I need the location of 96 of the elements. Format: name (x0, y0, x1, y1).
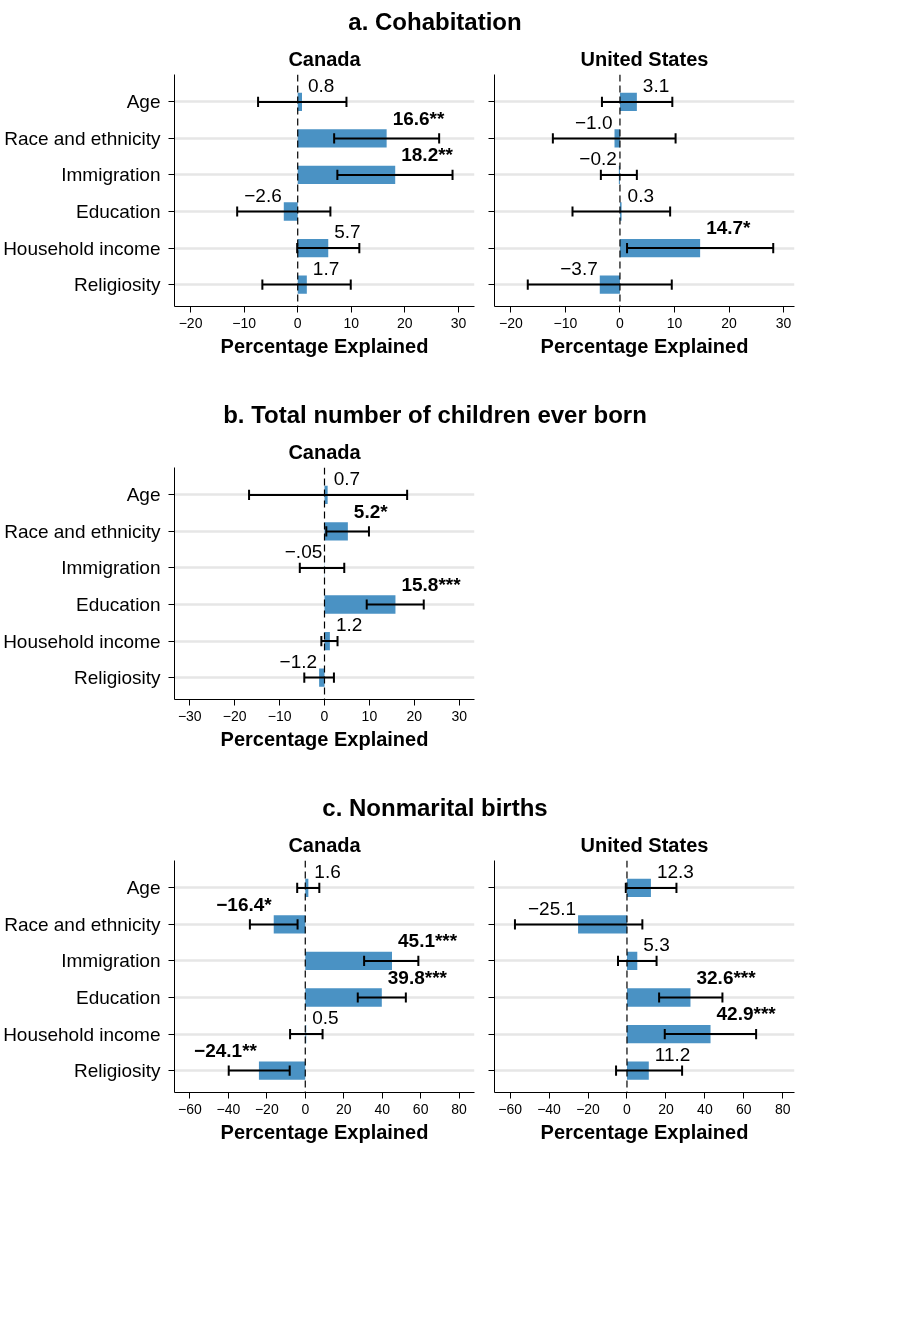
y-tick-label: Education (75, 594, 161, 616)
data-label: 14.7* (706, 217, 752, 239)
data-label: −3.7 (560, 257, 598, 279)
chart-subtitle: Canada (288, 440, 362, 463)
data-label: 5.7 (334, 221, 361, 243)
data-label: −.05 (284, 541, 323, 563)
y-tick-label: Immigration (61, 164, 161, 186)
y-tick-label: Immigration (61, 950, 161, 972)
x-tick-label: −60 (498, 1100, 523, 1117)
y-tick-label: Race and ethnicity (4, 913, 161, 935)
data-label: 5.2* (353, 500, 389, 522)
chart-title: b. Total number of children ever born (223, 400, 647, 430)
y-tick-label: Household income (3, 1023, 161, 1045)
x-tick-label: −20 (254, 1100, 279, 1117)
data-label: 0.7 (333, 468, 361, 490)
x-tick-label: 40 (374, 1100, 391, 1117)
x-tick-label: −10 (232, 314, 257, 331)
x-tick-label: 20 (658, 1100, 674, 1117)
data-label: 0.8 (308, 75, 335, 97)
data-label: 15.8*** (401, 573, 462, 595)
x-tick-label: −40 (216, 1100, 241, 1117)
data-label: 5.3 (643, 934, 670, 956)
x-tick-label: 10 (361, 707, 378, 724)
x-tick-label: 20 (721, 314, 738, 331)
x-tick-label: −20 (222, 707, 247, 724)
x-tick-label: 0 (293, 314, 302, 331)
data-label: −1.2 (279, 650, 318, 672)
x-tick-label: 80 (451, 1100, 468, 1117)
y-tick-label: Religiosity (73, 274, 161, 296)
x-tick-label: 60 (412, 1100, 429, 1117)
x-tick-label: −20 (576, 1100, 601, 1117)
y-tick-label: Religiosity (73, 1060, 161, 1082)
x-tick-label: 0 (623, 1100, 632, 1117)
data-label: 42.9*** (716, 1003, 777, 1025)
x-tick-label: 10 (343, 314, 360, 331)
data-label: 0.5 (312, 1007, 339, 1029)
data-label: 16.6** (392, 107, 446, 129)
x-tick-label: 30 (775, 314, 792, 331)
data-label: −25.1 (528, 897, 577, 919)
x-tick-label: 40 (697, 1100, 713, 1117)
data-label: 32.6*** (696, 966, 757, 988)
x-tick-label: 20 (335, 1100, 352, 1117)
y-tick-label: Race and ethnicity (4, 127, 161, 149)
chart-subtitle: Canada (288, 47, 362, 70)
chart-title: c. Nonmarital births (322, 793, 548, 823)
data-label: 39.8*** (387, 966, 448, 988)
x-tick-label: 20 (406, 707, 423, 724)
y-tick-label: Age (126, 877, 161, 899)
x-axis-title: Percentage Explained (540, 334, 749, 357)
chart-subtitle: United States (580, 47, 709, 70)
data-label: −16.4* (216, 893, 273, 915)
y-tick-label: Household income (3, 630, 161, 652)
x-tick-label: −10 (267, 707, 292, 724)
x-axis-title: Percentage Explained (220, 1120, 429, 1143)
data-label: 0.3 (627, 184, 655, 206)
y-tick-label: Education (75, 201, 161, 223)
x-tick-label: −10 (553, 314, 578, 331)
chart-subtitle: United States (580, 833, 709, 856)
x-tick-label: 30 (450, 314, 467, 331)
data-label: 1.7 (312, 257, 340, 279)
x-tick-label: 10 (666, 314, 683, 331)
y-tick-label: Immigration (61, 557, 161, 579)
data-label: −24.1** (194, 1039, 258, 1061)
data-label: 1.2 (335, 614, 363, 636)
data-label: 12.3 (656, 861, 694, 883)
x-tick-label: 0 (301, 1100, 310, 1117)
x-tick-label: 0 (320, 707, 329, 724)
data-label: 11.2 (654, 1043, 691, 1065)
x-tick-label: −20 (178, 314, 203, 331)
x-axis-title: Percentage Explained (540, 1120, 749, 1143)
y-tick-label: Education (75, 987, 161, 1009)
x-tick-label: 20 (397, 314, 413, 331)
y-tick-label: Race and ethnicity (4, 520, 161, 542)
data-label: 1.6 (314, 861, 341, 883)
x-tick-label: 80 (775, 1100, 791, 1117)
x-tick-label: −60 (178, 1100, 202, 1117)
y-tick-label: Household income (3, 237, 161, 259)
data-label: −2.6 (244, 184, 282, 206)
x-tick-label: −20 (498, 314, 523, 331)
x-tick-label: −30 (177, 707, 202, 724)
y-tick-label: Age (126, 91, 161, 113)
data-label: 3.1 (642, 75, 670, 97)
x-axis-title: Percentage Explained (220, 334, 429, 357)
data-label: 18.2** (401, 144, 454, 166)
x-tick-label: 30 (451, 707, 468, 724)
x-tick-label: 0 (616, 314, 625, 331)
data-label: −1.0 (574, 111, 613, 133)
chart-title: a. Cohabitation (348, 7, 522, 37)
x-tick-label: 60 (736, 1100, 752, 1117)
x-tick-label: −40 (537, 1100, 562, 1117)
data-label: −0.2 (579, 148, 617, 170)
x-axis-title: Percentage Explained (220, 727, 429, 750)
y-tick-label: Age (126, 484, 161, 506)
y-tick-label: Religiosity (73, 667, 161, 689)
data-label: 45.1*** (398, 930, 458, 952)
chart-subtitle: Canada (288, 833, 362, 856)
